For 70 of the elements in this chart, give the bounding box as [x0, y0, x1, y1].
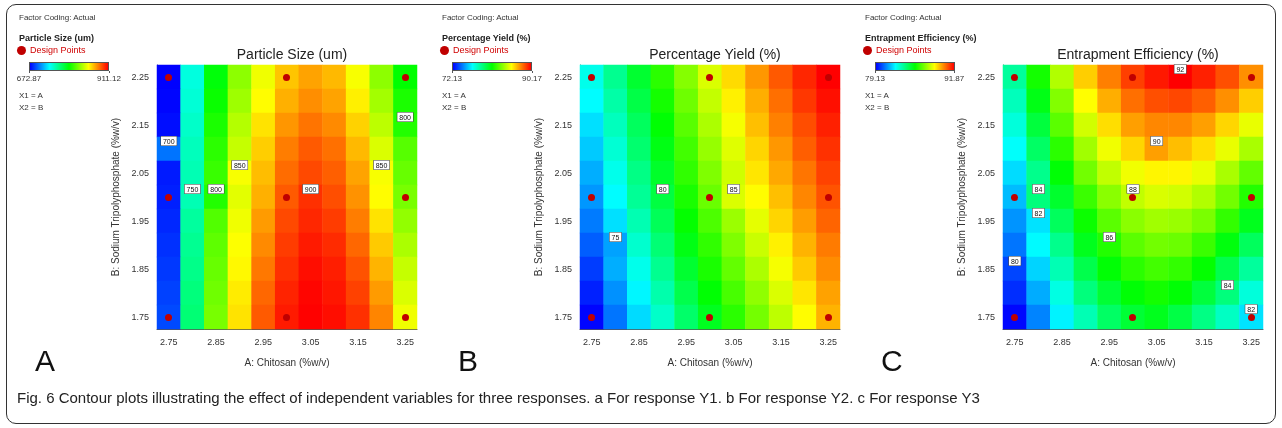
x-tick-label: 2.95 [254, 336, 273, 347]
y-tick-label: 1.95 [554, 216, 572, 226]
y-tick-label: 2.05 [977, 168, 995, 178]
color-bar-title: Particle Size (um) [19, 32, 95, 43]
y-tick-label: 1.75 [554, 312, 572, 322]
x-tick-label: 3.05 [724, 336, 743, 347]
text: X2 = B [19, 102, 44, 112]
text: X1 = A [865, 90, 890, 100]
x-tick-label: 2.85 [207, 336, 225, 347]
color-bar-title: Percentage Yield (%) [442, 32, 531, 43]
y-axis-title: B: Sodium Tripolyphosphate (%w/v) [110, 117, 122, 277]
x-axis-title: A: Chitosan (%w/v) [244, 356, 330, 368]
x-tick-label: 2.75 [160, 336, 178, 347]
y-tick-label: 1.85 [554, 264, 572, 274]
color-bar-label: 90.17 [521, 73, 543, 83]
y-tick-label: 1.85 [131, 264, 149, 274]
x-tick-label: 3.25 [819, 336, 837, 347]
y-tick-label: 1.95 [977, 216, 995, 226]
text: C [881, 343, 903, 377]
y-axis-title: B: Sodium Tripolyphosphate (%w/v) [533, 117, 545, 277]
x-tick-label: 2.75 [583, 336, 601, 347]
text: Design Points [30, 45, 86, 55]
y-tick-label: 1.75 [131, 312, 149, 322]
text: X1 = A [442, 90, 467, 100]
caption: Fig. 6 Contour plots illustrating the effect of independent variables for three responses. a For response Y1. b For response Y2. c For response Y3 [17, 389, 981, 406]
x-tick-label: 3.05 [1147, 336, 1166, 347]
x-axis-title: A: Chitosan (%w/v) [667, 356, 753, 368]
x-tick-label: 2.95 [677, 336, 696, 347]
color-bar-label: 91.87 [944, 73, 965, 83]
text: Factor Coding: Actual [19, 12, 96, 22]
x-tick-label: 3.25 [1242, 336, 1260, 347]
x-tick-label: 3.05 [301, 336, 320, 347]
text: X2 = B [442, 102, 467, 112]
text: Factor Coding: Actual [442, 12, 519, 22]
y-tick-label: 1.85 [977, 264, 995, 274]
x-tick-label: 2.85 [630, 336, 648, 347]
y-tick-label: 2.25 [977, 72, 995, 82]
y-tick-label: 1.95 [131, 216, 149, 226]
x-tick-label: 3.15 [1195, 336, 1213, 347]
text: B [458, 343, 479, 377]
y-tick-label: 2.15 [131, 120, 149, 130]
x-tick-label: 3.15 [772, 336, 790, 347]
y-tick-label: 2.05 [554, 168, 572, 178]
chart-title: Percentage Yield (%) [649, 46, 781, 62]
text: Design Points [453, 45, 509, 55]
y-tick-label: 2.15 [554, 120, 572, 130]
y-tick-label: 2.05 [131, 168, 149, 178]
x-tick-label: 3.25 [396, 336, 414, 347]
chart-title: Entrapment Efficiency (%) [1057, 46, 1219, 62]
y-tick-label: 2.25 [131, 72, 149, 82]
color-bar-label: 911.12 [97, 73, 122, 83]
text: A [35, 343, 56, 377]
x-tick-label: 2.75 [1006, 336, 1024, 347]
color-bar-title: Entrapment Efficiency (%) [865, 32, 977, 43]
x-tick-label: 3.15 [349, 336, 367, 347]
x-tick-label: 2.95 [1100, 336, 1119, 347]
y-axis-title: B: Sodium Tripolyphosphate (%w/v) [956, 117, 968, 277]
text: X2 = B [865, 102, 890, 112]
x-tick-label: 2.85 [1053, 336, 1071, 347]
y-tick-label: 1.75 [977, 312, 995, 322]
chart-title: Particle Size (um) [236, 46, 348, 62]
text: Factor Coding: Actual [865, 12, 942, 22]
y-tick-label: 2.15 [977, 120, 995, 130]
color-bar-label: 72.13 [441, 73, 463, 83]
color-bar-label: 79.13 [864, 73, 886, 83]
x-axis-title: A: Chitosan (%w/v) [1090, 356, 1176, 368]
color-bar-label: 672.87 [16, 73, 42, 83]
y-tick-label: 2.25 [554, 72, 572, 82]
text: Design Points [876, 45, 932, 55]
text: X1 = A [19, 90, 44, 100]
